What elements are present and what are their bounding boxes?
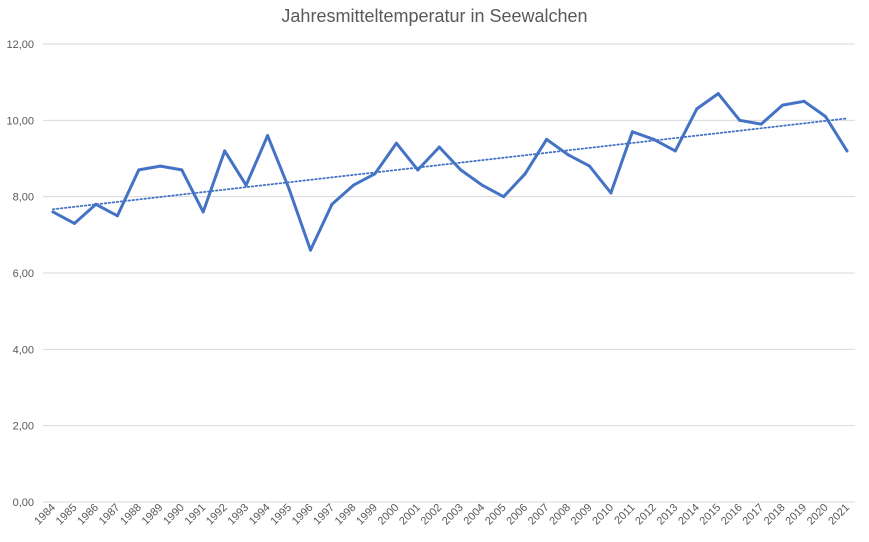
- data-point: [781, 103, 785, 107]
- x-tick-label: 1995: [268, 502, 294, 528]
- series-line: [51, 92, 849, 252]
- x-axis-tick-labels: 1984198519861987198819891990199119921993…: [32, 502, 852, 528]
- data-point: [566, 153, 570, 157]
- series-layer: [51, 92, 849, 252]
- x-tick-label: 2011: [612, 502, 637, 527]
- data-point: [738, 118, 742, 122]
- data-point: [201, 210, 205, 214]
- x-tick-label: 1996: [290, 502, 316, 528]
- data-point: [609, 191, 613, 195]
- y-tick-label: 8,00: [13, 192, 34, 204]
- x-tick-label: 2008: [547, 502, 573, 528]
- y-tick-label: 2,00: [13, 421, 34, 433]
- data-point: [480, 183, 484, 187]
- data-point: [845, 149, 849, 153]
- x-tick-label: 2016: [719, 502, 745, 528]
- x-tick-label: 2009: [569, 502, 595, 528]
- x-tick-label: 2000: [376, 502, 402, 528]
- x-tick-label: 2020: [805, 502, 831, 528]
- x-tick-label: 1990: [161, 502, 187, 528]
- x-tick-label: 1987: [97, 502, 123, 528]
- data-point: [330, 202, 334, 206]
- data-point: [652, 137, 656, 141]
- data-point: [459, 168, 463, 172]
- data-point: [158, 164, 162, 168]
- x-tick-label: 1988: [118, 502, 144, 528]
- data-point: [180, 168, 184, 172]
- data-point: [587, 164, 591, 168]
- gridlines: [43, 43, 855, 503]
- x-tick-label: 1993: [225, 502, 251, 528]
- x-tick-label: 1997: [311, 502, 337, 528]
- data-point: [351, 183, 355, 187]
- x-tick-label: 2007: [526, 502, 552, 528]
- x-tick-label: 2013: [655, 502, 681, 528]
- x-tick-label: 1985: [54, 502, 80, 528]
- data-point: [51, 210, 55, 214]
- y-tick-label: 0,00: [13, 497, 34, 509]
- y-axis-tick-labels: 0,00 2,00 4,00 6,00 8,00 10,00 12,00: [6, 39, 34, 509]
- x-tick-label: 2019: [783, 502, 809, 528]
- data-point: [266, 134, 270, 138]
- data-point: [802, 99, 806, 103]
- x-tick-label: 1984: [32, 502, 58, 528]
- x-tick-label: 2004: [462, 502, 488, 528]
- x-tick-label: 1986: [75, 502, 101, 528]
- data-point: [673, 149, 677, 153]
- y-tick-label: 6,00: [13, 268, 34, 280]
- y-tick-label: 10,00: [6, 115, 34, 127]
- x-tick-label: 1992: [204, 502, 230, 528]
- data-point: [416, 168, 420, 172]
- x-tick-label: 2002: [419, 502, 445, 528]
- trendline: [52, 117, 848, 211]
- data-point: [244, 183, 248, 187]
- x-tick-label: 2018: [762, 502, 788, 528]
- trendline-layer: [52, 117, 848, 211]
- data-point: [437, 145, 441, 149]
- data-point: [502, 195, 506, 199]
- y-tick-label: 12,00: [6, 39, 34, 51]
- data-point: [287, 187, 291, 191]
- x-tick-label: 2010: [590, 502, 616, 528]
- data-point: [72, 221, 76, 225]
- x-tick-label: 2001: [397, 502, 423, 528]
- data-point: [824, 115, 828, 119]
- data-point: [115, 214, 119, 218]
- x-tick-label: 1999: [354, 502, 380, 528]
- y-tick-label: 4,00: [13, 344, 34, 356]
- data-point: [223, 149, 227, 153]
- data-point: [523, 172, 527, 176]
- x-tick-label: 2003: [440, 502, 466, 528]
- x-tick-label: 1998: [333, 502, 359, 528]
- x-tick-label: 1991: [183, 502, 209, 528]
- chart-title: Jahresmitteltemperatur in Seewalchen: [281, 6, 588, 26]
- x-tick-label: 2017: [740, 502, 766, 528]
- x-tick-label: 2005: [483, 502, 509, 528]
- data-point: [309, 248, 313, 252]
- data-point: [716, 92, 720, 96]
- data-point: [630, 130, 634, 134]
- data-point: [137, 168, 141, 172]
- x-tick-label: 2015: [698, 502, 724, 528]
- data-point: [94, 202, 98, 206]
- data-point: [545, 137, 549, 141]
- x-tick-label: 2021: [826, 502, 852, 528]
- data-point: [695, 107, 699, 111]
- x-tick-label: 1989: [140, 502, 166, 528]
- data-point: [759, 122, 763, 126]
- x-tick-label: 2014: [676, 502, 702, 528]
- data-point: [373, 172, 377, 176]
- x-tick-label: 2012: [633, 502, 659, 528]
- x-tick-label: 2006: [504, 502, 530, 528]
- data-point: [394, 141, 398, 145]
- x-tick-label: 1994: [247, 502, 273, 528]
